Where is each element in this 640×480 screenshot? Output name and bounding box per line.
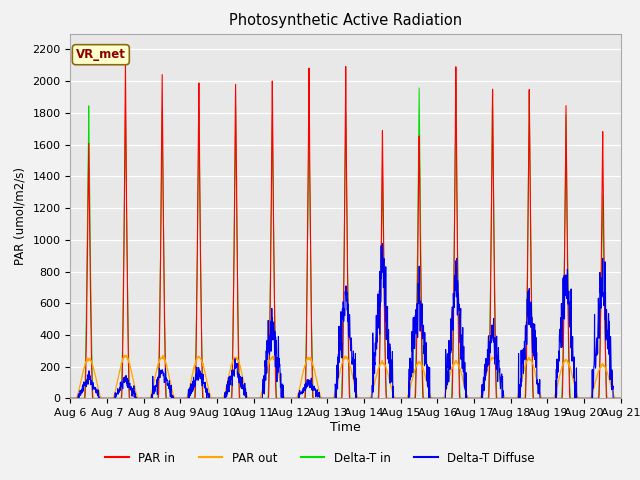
Text: VR_met: VR_met bbox=[76, 48, 126, 61]
Y-axis label: PAR (umol/m2/s): PAR (umol/m2/s) bbox=[14, 167, 27, 265]
X-axis label: Time: Time bbox=[330, 421, 361, 434]
Legend: PAR in, PAR out, Delta-T in, Delta-T Diffuse: PAR in, PAR out, Delta-T in, Delta-T Dif… bbox=[100, 447, 540, 469]
Title: Photosynthetic Active Radiation: Photosynthetic Active Radiation bbox=[229, 13, 462, 28]
